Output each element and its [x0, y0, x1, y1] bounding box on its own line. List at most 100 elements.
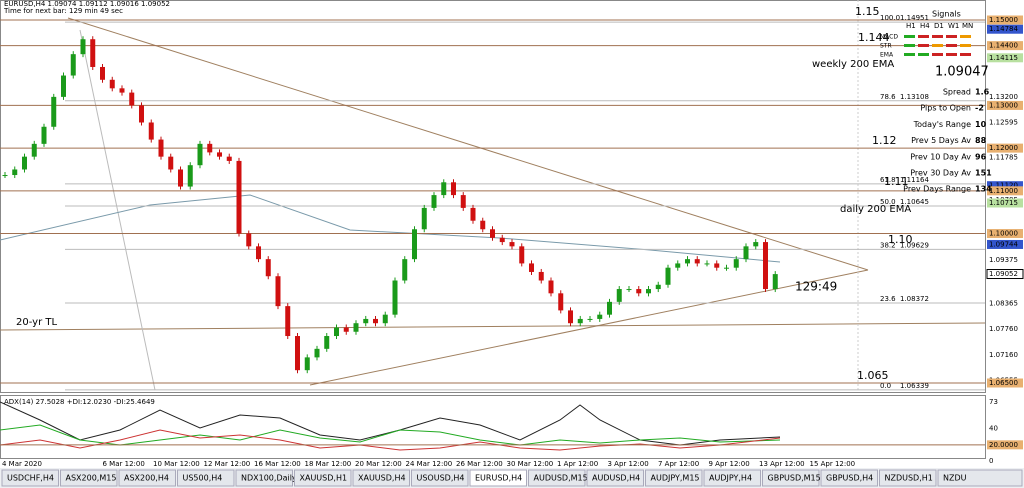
time-label: 7 Apr 12:00	[658, 460, 699, 468]
tab[interactable]	[118, 469, 176, 487]
candle	[538, 271, 544, 281]
tab[interactable]	[235, 469, 293, 487]
annotation: 20-yr TL	[16, 317, 57, 328]
stat-value: 134	[975, 185, 992, 194]
candle	[295, 336, 300, 371]
candle	[392, 280, 398, 315]
candle	[724, 267, 729, 269]
tab[interactable]	[294, 469, 352, 487]
candle	[577, 318, 583, 324]
annotation: 129:49	[795, 280, 837, 294]
tab-label[interactable]: ASX200,H4	[124, 474, 169, 483]
candle	[304, 357, 310, 371]
tab[interactable]	[879, 469, 937, 487]
candle	[499, 237, 505, 243]
tab[interactable]	[937, 469, 1023, 487]
tab-label[interactable]: GBPUSD,M15	[768, 474, 821, 483]
candle	[694, 259, 700, 264]
tab-label[interactable]: USOUSD,H4	[417, 474, 465, 483]
annotation: 1.12	[872, 134, 897, 147]
candle	[704, 263, 710, 265]
tab[interactable]	[411, 469, 469, 487]
fib-line	[79, 29, 156, 391]
signal-row: EMA	[880, 52, 894, 59]
signal-cell	[918, 35, 929, 38]
candle	[470, 207, 476, 221]
tab[interactable]	[586, 469, 644, 487]
tab[interactable]	[762, 469, 820, 487]
candle	[80, 39, 86, 55]
time-label: 9 Apr 12:00	[709, 460, 750, 468]
time-label: 16 Mar 12:00	[254, 460, 301, 468]
tab-label[interactable]: AUDJPY,M15	[651, 474, 700, 483]
candle	[616, 289, 622, 302]
candle	[178, 169, 183, 187]
tab[interactable]	[703, 469, 761, 487]
candle	[480, 220, 486, 230]
signal-column: MN	[962, 22, 973, 30]
tab-label[interactable]: AUDJPY,H4	[709, 474, 752, 483]
signal-cell	[946, 53, 957, 56]
tab-label[interactable]: EURUSD,H4	[475, 474, 522, 483]
fib-level-label: 100.0	[880, 14, 900, 22]
tab[interactable]	[177, 469, 235, 487]
tab-label[interactable]: NZDUSD,H1	[885, 474, 933, 483]
stat-value: 10	[975, 120, 987, 129]
annotation: 1.11	[884, 175, 909, 188]
candle	[197, 143, 203, 166]
minus-di-line	[0, 429, 781, 451]
candle	[363, 318, 369, 324]
tab-label[interactable]: US500,H4	[183, 474, 223, 483]
tab[interactable]	[352, 469, 410, 487]
price-label-bg	[987, 100, 1023, 110]
signal-row: MACD	[880, 34, 898, 41]
signal-cell	[932, 44, 943, 47]
candle	[665, 267, 671, 285]
signal-cell	[904, 44, 915, 47]
tab-label[interactable]: XAUUSD,H4	[358, 474, 406, 483]
tab-label[interactable]: ASX200,M15	[66, 474, 117, 483]
price-label: 1.09052	[989, 270, 1018, 278]
tab-label[interactable]: USDCHF,H4	[7, 474, 54, 483]
tab-label[interactable]: NDX100,Daily	[241, 474, 297, 483]
stat-label: Prev 30 Day Av	[910, 169, 971, 178]
tab-label[interactable]: GBPUSD,H4	[826, 474, 873, 483]
candle	[31, 143, 37, 157]
tab[interactable]	[1, 469, 59, 487]
tab[interactable]	[820, 469, 878, 487]
time-label: 18 Mar 12:00	[305, 460, 352, 468]
tab[interactable]	[60, 469, 118, 487]
price-label: 1.15000	[989, 16, 1018, 24]
signal-column: H1	[906, 22, 916, 30]
tab[interactable]	[645, 469, 703, 487]
tab-label[interactable]: XAUUSD,H1	[300, 474, 348, 483]
signal-column: H4	[920, 22, 930, 30]
candle	[275, 276, 281, 307]
candle	[646, 289, 651, 294]
price-label-bg	[986, 269, 1024, 280]
tab[interactable]	[469, 469, 527, 487]
stat-label: Prev 10 Day Av	[910, 152, 971, 161]
signal-row: STR	[880, 43, 892, 50]
candle	[451, 182, 456, 196]
candle	[353, 323, 359, 332]
price-label: 1.12000	[989, 144, 1018, 152]
signal-cell	[932, 35, 943, 38]
signal-column: D1	[934, 22, 944, 30]
candle	[2, 175, 8, 177]
price-label: 1.09375	[989, 256, 1018, 264]
price-label: 1.07760	[989, 325, 1018, 333]
tab-label[interactable]: AUDUSD,M15	[534, 474, 588, 483]
candle	[490, 229, 495, 238]
time-label: 10 Mar 12:00	[153, 460, 200, 468]
tab[interactable]	[528, 469, 586, 487]
stat-value: 88	[975, 136, 987, 145]
tab-label[interactable]: NZDU	[943, 474, 967, 483]
candle	[568, 310, 573, 324]
indicator-tick: 40	[989, 425, 998, 433]
candle	[236, 160, 242, 234]
price-label: 1.11000	[989, 187, 1018, 195]
tab-label[interactable]: AUDUSD,H4	[592, 474, 640, 483]
price-label-bg	[987, 15, 1023, 25]
fib-price-label: 1.09629	[900, 241, 929, 249]
